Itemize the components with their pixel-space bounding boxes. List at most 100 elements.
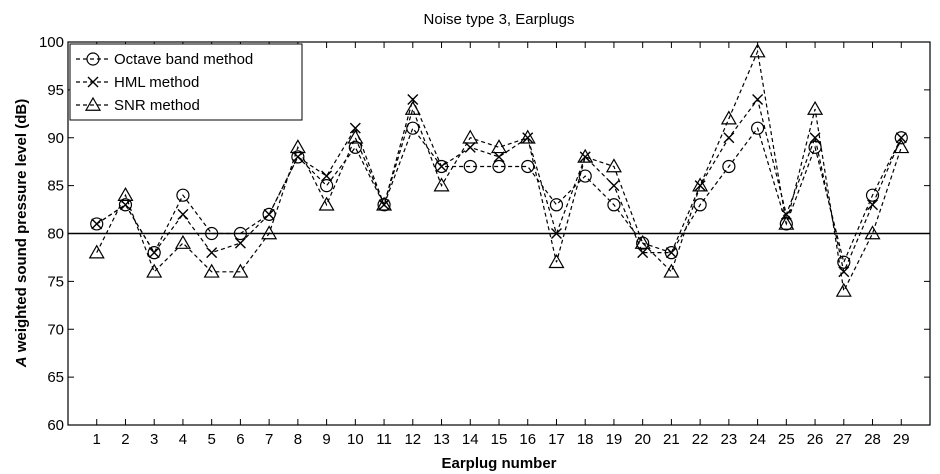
data-point-x (148, 247, 160, 259)
data-point-x (349, 122, 361, 134)
data-point-x (234, 237, 246, 249)
data-point-x (436, 160, 448, 172)
x-tick-label: 14 (462, 431, 479, 448)
x-tick-label: 24 (749, 431, 766, 448)
x-axis-label: Earplug number (441, 455, 556, 472)
data-point-triangle (692, 177, 709, 192)
data-point-triangle (88, 244, 105, 259)
data-point-x (809, 132, 821, 144)
x-tick-label: 28 (864, 431, 881, 448)
data-point-triangle (864, 225, 881, 240)
data-point-circle (463, 159, 477, 174)
x-tick-label: 26 (807, 431, 824, 448)
data-point-triangle (318, 196, 335, 211)
data-point-circle (865, 188, 880, 202)
data-point-triangle (433, 177, 450, 192)
x-tick-label: 25 (778, 431, 795, 448)
data-point-triangle (663, 263, 680, 278)
data-point-triangle (807, 100, 824, 115)
data-point-triangle (577, 148, 594, 163)
data-point-circle (693, 198, 707, 212)
data-point-x (895, 132, 907, 144)
data-point-x (694, 180, 706, 192)
data-point-triangle (778, 215, 795, 230)
x-tick-label: 18 (577, 431, 594, 448)
y-tick-label: 75 (47, 273, 64, 290)
data-point-triangle (203, 263, 220, 278)
data-point-circle (578, 169, 592, 183)
data-point-circle (291, 150, 305, 164)
data-point-triangle (117, 186, 134, 202)
x-tick-label: 23 (721, 431, 738, 448)
x-tick-label: 8 (294, 431, 302, 448)
y-axis-label-italic: A (13, 356, 30, 368)
data-point-x (263, 208, 275, 220)
legend-box (69, 43, 303, 121)
data-point-circle (837, 255, 851, 269)
y-tick-label: 100 (39, 34, 64, 51)
y-tick-label: 80 (47, 226, 64, 243)
data-point-triangle (720, 110, 737, 125)
data-point-triangle (749, 43, 766, 58)
legend-marker-triangle (84, 96, 102, 111)
data-point-x (321, 170, 333, 182)
x-tick-label: 27 (835, 431, 852, 448)
data-point-triangle (490, 139, 508, 154)
data-point-x (550, 228, 562, 239)
data-point-circle (90, 217, 104, 231)
x-tick-label: 12 (404, 431, 421, 448)
x-tick-label: 17 (548, 431, 565, 448)
data-point-x (867, 199, 879, 211)
data-point-x (493, 151, 505, 163)
data-point-triangle (404, 100, 421, 115)
data-point-triangle (548, 254, 565, 269)
data-point-triangle (232, 263, 249, 278)
data-point-circle (233, 226, 247, 241)
series-line-0 (96, 126, 902, 265)
data-point-x (665, 247, 677, 259)
data-point-circle (750, 121, 765, 135)
x-tick-label: 7 (265, 431, 273, 448)
x-tick-label: 29 (893, 431, 910, 448)
legend-entry: HML method (114, 74, 199, 91)
data-point-triangle (462, 129, 479, 144)
data-point-x (723, 132, 735, 144)
series-line-2 (96, 49, 902, 293)
data-point-triangle (634, 234, 651, 249)
data-point-circle (434, 159, 449, 174)
data-point-triangle (174, 234, 191, 249)
x-tick-label: 13 (433, 431, 450, 448)
x-tick-label: 2 (121, 431, 129, 448)
legend-marker-circle (86, 52, 100, 66)
data-point-circle (894, 131, 908, 145)
data-point-circle (176, 188, 190, 202)
data-point-circle (492, 159, 506, 174)
data-point-circle (521, 159, 535, 174)
data-point-circle (549, 198, 564, 212)
data-point-circle (406, 121, 420, 135)
data-point-circle (607, 198, 621, 212)
data-point-circle (808, 140, 822, 154)
y-tick-label: 70 (47, 321, 64, 338)
x-tick-label: 5 (207, 431, 215, 448)
data-point-circle (320, 179, 334, 193)
data-point-triangle (347, 129, 364, 144)
y-tick-label: 65 (47, 369, 64, 386)
data-point-circle (205, 226, 219, 241)
data-point-triangle (289, 139, 306, 154)
x-tick-label: 21 (663, 431, 680, 448)
y-tick-label: 60 (47, 417, 64, 434)
data-point-x (608, 180, 620, 192)
x-tick-label: 15 (491, 431, 508, 448)
data-point-circle (348, 140, 362, 154)
data-point-circle (722, 159, 736, 174)
legend-marker-x (87, 76, 99, 88)
data-point-circle (118, 198, 133, 212)
data-point-x (579, 151, 591, 163)
data-point-triangle (605, 158, 622, 173)
x-tick-label: 4 (179, 431, 187, 448)
x-tick-label: 16 (519, 431, 536, 448)
data-point-x (637, 247, 649, 259)
